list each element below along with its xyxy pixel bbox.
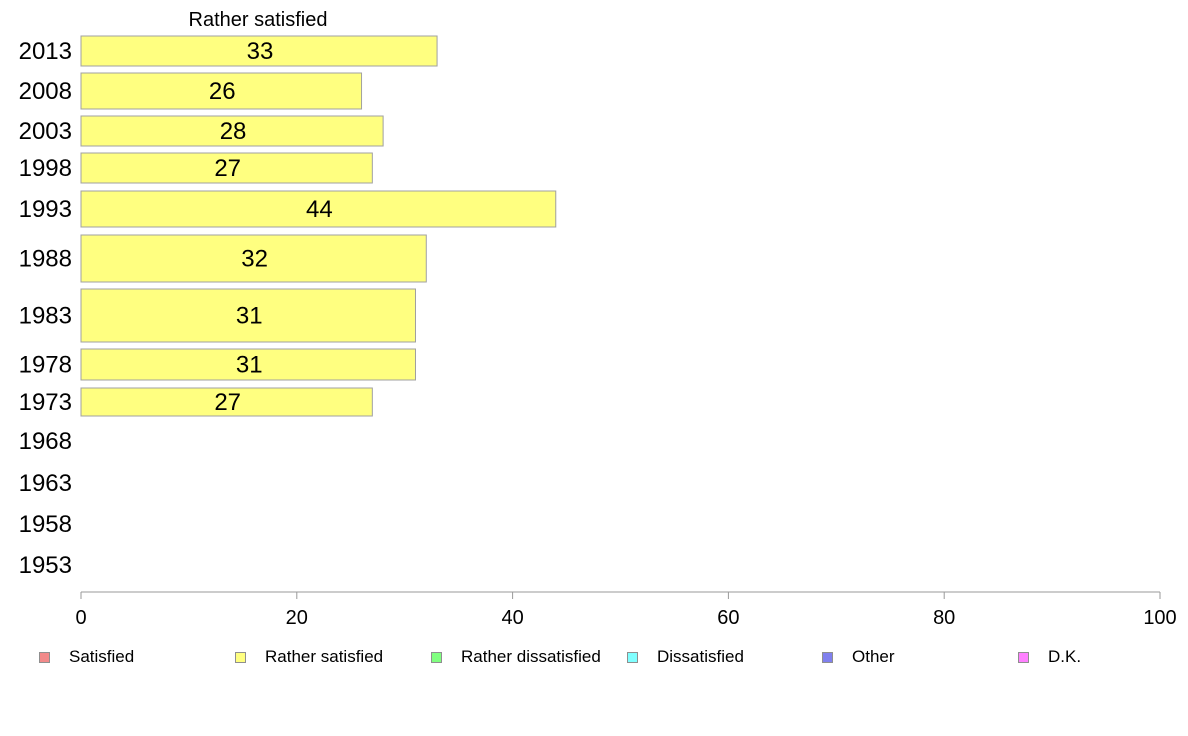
year-label-2003: 2003 xyxy=(19,118,72,145)
bar-1983 xyxy=(80,288,416,343)
legend-label: Satisfied xyxy=(69,647,135,666)
year-label-2008: 2008 xyxy=(19,78,72,105)
legend-item-dissatisfied: Dissatisfied xyxy=(627,645,744,669)
x-tick-label-40: 40 xyxy=(501,607,523,629)
bar-value-label-1993: 44 xyxy=(306,196,333,223)
legend-item-d-k: D.K. xyxy=(1018,645,1081,669)
x-axis: 0 20 40 60 80 100 xyxy=(75,591,1177,629)
legend-label: Rather dissatisfied xyxy=(461,647,601,666)
year-label-1988: 1988 xyxy=(19,246,72,273)
bar-value-labels: 33 26 28 27 44 32 31 31 27 xyxy=(209,38,333,416)
year-axis-labels: 2013 2008 2003 1998 1993 1988 1983 1978 1973 1968… xyxy=(19,38,72,579)
legend-item-other: Other xyxy=(822,645,895,669)
bar-1973 xyxy=(80,387,373,417)
year-label-1973: 1973 xyxy=(19,389,72,416)
legend-label: Other xyxy=(852,647,895,666)
year-label-1998: 1998 xyxy=(19,155,72,182)
bar-value-label-1978: 31 xyxy=(236,352,263,379)
x-tick-label-0: 0 xyxy=(75,607,86,629)
x-tick-label-80: 80 xyxy=(933,607,955,629)
year-label-1958: 1958 xyxy=(19,511,72,538)
legend: Satisfied Rather satisfied Rather dissatis… xyxy=(0,645,1188,669)
year-label-1983: 1983 xyxy=(19,303,72,330)
legend-swatch xyxy=(1018,651,1029,663)
year-label-1978: 1978 xyxy=(19,352,72,379)
year-label-1993: 1993 xyxy=(19,196,72,223)
bar-2008 xyxy=(80,72,363,110)
bar-value-label-1998: 27 xyxy=(214,155,241,182)
legend-swatch xyxy=(431,651,442,663)
bar-value-label-2003: 28 xyxy=(220,118,247,145)
legend-item-rather-satisfied: Rather satisfied xyxy=(235,645,383,669)
bar-value-label-2008: 26 xyxy=(209,78,236,105)
bar-1978 xyxy=(80,348,416,381)
bar-1998 xyxy=(80,152,373,184)
bar-2003 xyxy=(80,115,384,147)
bar-2013 xyxy=(80,35,438,67)
legend-label: Dissatisfied xyxy=(657,647,744,666)
x-tick-label-60: 60 xyxy=(717,607,739,629)
legend-swatch xyxy=(627,651,638,663)
legend-label: D.K. xyxy=(1048,647,1082,666)
bar-1988 xyxy=(80,234,427,283)
bar-value-label-2013: 33 xyxy=(247,38,274,65)
bars xyxy=(80,35,557,417)
legend-label: Rather satisfied xyxy=(265,647,384,666)
bar-value-label-1983: 31 xyxy=(236,303,263,330)
year-label-1963: 1963 xyxy=(19,470,72,497)
x-tick-label-100: 100 xyxy=(1143,607,1176,629)
chart: Rather satisfied 33 26 28 27 44 32 31 31 27 2013… xyxy=(19,9,1177,629)
year-label-2013: 2013 xyxy=(19,38,72,65)
legend-swatch xyxy=(822,651,833,663)
chart-title: Rather satisfied xyxy=(189,9,328,31)
legend-item-rather-dissatisfied: Rather dissatisfied xyxy=(431,645,601,669)
bar-1993 xyxy=(80,190,557,228)
bar-value-label-1988: 32 xyxy=(241,246,268,273)
bar-value-label-1973: 27 xyxy=(214,389,241,416)
year-label-1968: 1968 xyxy=(19,428,72,455)
legend-swatch xyxy=(235,651,246,663)
legend-swatch xyxy=(39,651,50,663)
legend-item-satisfied: Satisfied xyxy=(39,645,134,669)
x-tick-label-20: 20 xyxy=(286,607,308,629)
year-label-1953: 1953 xyxy=(19,552,72,579)
